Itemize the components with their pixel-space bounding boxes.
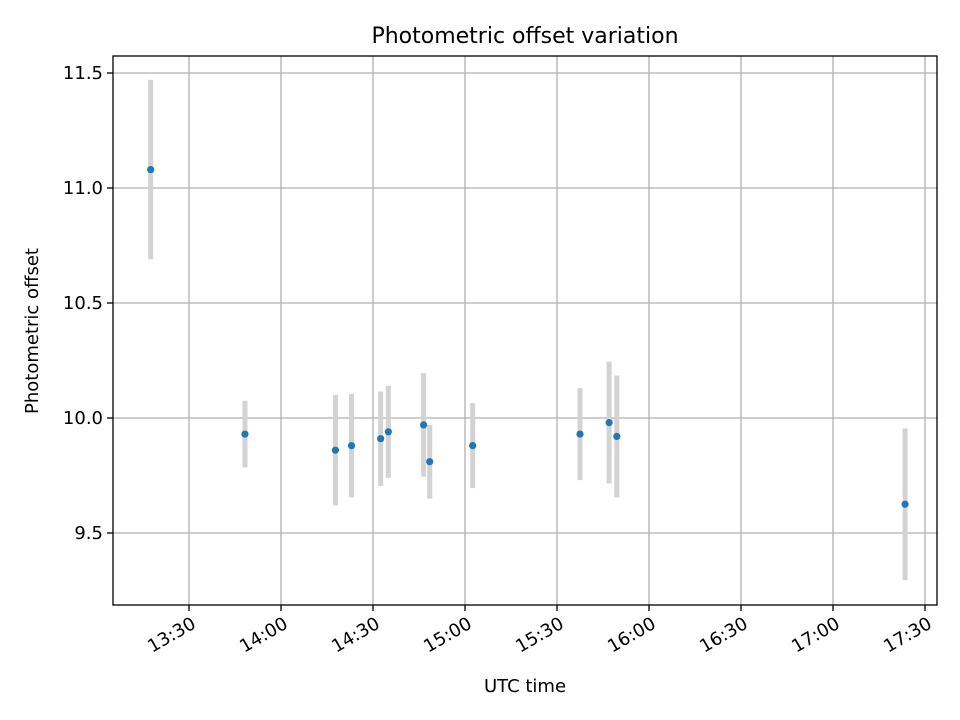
data-point	[147, 166, 155, 174]
y-axis-ticks: 9.5 10.0 10.5 11.0 11.5	[63, 63, 113, 544]
data-point	[420, 421, 428, 429]
y-tick-label: 10.0	[63, 408, 103, 429]
data-point	[605, 419, 613, 427]
data-point	[377, 435, 385, 443]
data-point	[241, 430, 249, 438]
y-axis-label: Photometric offset	[22, 248, 43, 414]
data-point	[331, 446, 340, 454]
x-axis-label: UTC time	[484, 676, 566, 697]
chart-title: Photometric offset variation	[371, 24, 678, 49]
y-tick-label: 11.0	[63, 178, 103, 199]
data-point	[426, 458, 434, 466]
data-point	[901, 500, 909, 508]
y-tick-label: 10.5	[63, 293, 103, 314]
data-point	[347, 442, 356, 450]
y-tick-label: 11.5	[63, 63, 103, 84]
data-point	[469, 442, 477, 450]
y-tick-label: 9.5	[74, 523, 103, 544]
data-point	[613, 432, 621, 440]
plot-frame	[112, 55, 938, 606]
data-points	[147, 166, 909, 508]
data-point	[576, 430, 584, 438]
data-point	[384, 428, 392, 436]
grid-lines	[113, 56, 937, 605]
